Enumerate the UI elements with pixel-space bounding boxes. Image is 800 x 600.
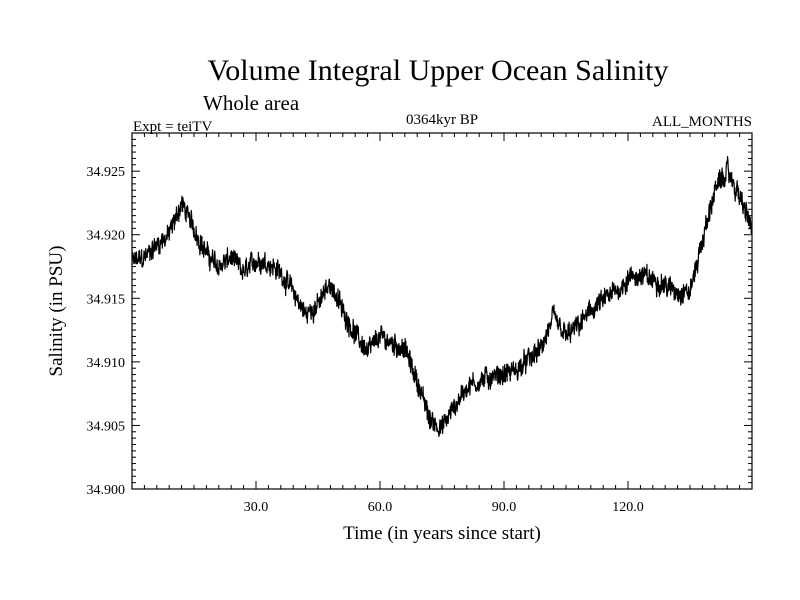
x-tick-label: 120.0 [612,500,644,515]
y-tick-label: 34.915 [87,292,126,307]
header-center-period: 0364kyr BP [406,112,478,128]
y-axis-label: Salinity (in PSU) [46,246,67,377]
plot-frame [131,132,753,490]
header-left-experiment: Expt = teiTV [133,119,212,135]
y-tick-label: 34.905 [87,419,126,434]
x-tick-label: 60.0 [368,500,393,515]
header-right-months: ALL_MONTHS [652,114,752,130]
x-tick-label: 90.0 [492,500,517,515]
x-tick-label: 30.0 [244,500,269,515]
series-layer [131,156,753,437]
y-tick-label: 34.900 [87,483,126,498]
salinity-series-line [131,156,753,437]
y-tick-label: 34.920 [87,229,126,244]
ticks-layer: 30.0 60.0 90.0 120.0 34.900 34.905 34.910 34.91… [87,132,753,515]
x-axis-label: Time (in years since start) [343,523,541,544]
chart-subtitle: Whole area [203,91,300,115]
y-tick-label: 34.910 [87,356,126,371]
chart-title: Volume Integral Upper Ocean Salinity [208,54,669,87]
y-tick-label: 34.925 [87,165,126,180]
